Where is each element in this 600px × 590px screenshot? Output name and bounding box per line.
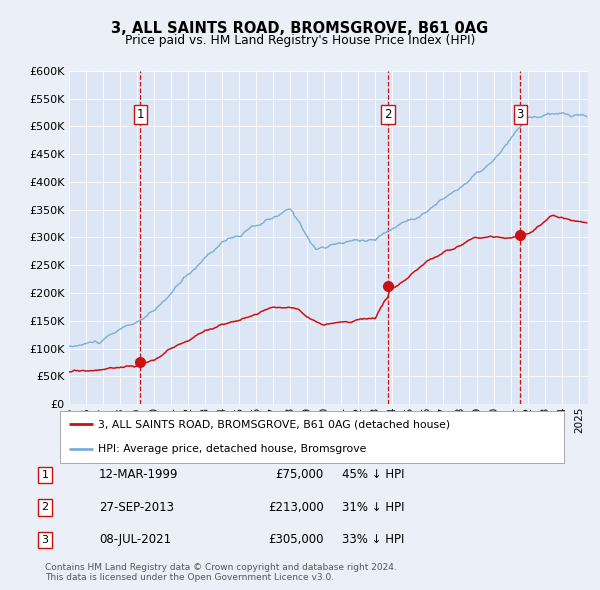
Text: 12-MAR-1999: 12-MAR-1999 bbox=[99, 468, 179, 481]
Text: 3: 3 bbox=[41, 535, 49, 545]
Text: HPI: Average price, detached house, Bromsgrove: HPI: Average price, detached house, Brom… bbox=[98, 444, 366, 454]
Text: Price paid vs. HM Land Registry's House Price Index (HPI): Price paid vs. HM Land Registry's House … bbox=[125, 34, 475, 47]
Text: Contains HM Land Registry data © Crown copyright and database right 2024.: Contains HM Land Registry data © Crown c… bbox=[45, 563, 397, 572]
Text: 3, ALL SAINTS ROAD, BROMSGROVE, B61 0AG: 3, ALL SAINTS ROAD, BROMSGROVE, B61 0AG bbox=[112, 21, 488, 35]
Text: 45% ↓ HPI: 45% ↓ HPI bbox=[342, 468, 404, 481]
Text: 08-JUL-2021: 08-JUL-2021 bbox=[99, 533, 171, 546]
Text: £305,000: £305,000 bbox=[269, 533, 324, 546]
Text: £213,000: £213,000 bbox=[268, 501, 324, 514]
Text: 2: 2 bbox=[41, 503, 49, 512]
Text: This data is licensed under the Open Government Licence v3.0.: This data is licensed under the Open Gov… bbox=[45, 573, 334, 582]
Text: 27-SEP-2013: 27-SEP-2013 bbox=[99, 501, 174, 514]
Text: 2: 2 bbox=[385, 107, 392, 120]
Text: 1: 1 bbox=[137, 107, 144, 120]
Text: 1: 1 bbox=[41, 470, 49, 480]
Text: £75,000: £75,000 bbox=[276, 468, 324, 481]
Text: 31% ↓ HPI: 31% ↓ HPI bbox=[342, 501, 404, 514]
Text: 33% ↓ HPI: 33% ↓ HPI bbox=[342, 533, 404, 546]
Text: 3, ALL SAINTS ROAD, BROMSGROVE, B61 0AG (detached house): 3, ALL SAINTS ROAD, BROMSGROVE, B61 0AG … bbox=[98, 419, 450, 429]
Text: 3: 3 bbox=[517, 107, 524, 120]
